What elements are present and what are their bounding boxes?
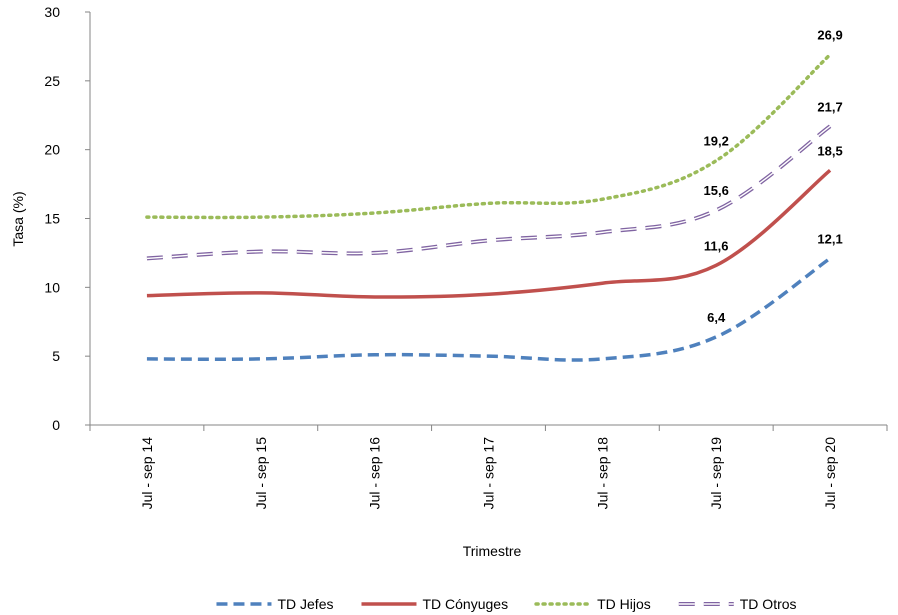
x-tick-label: Jul - sep 18: [594, 437, 610, 510]
y-tick-label: 20: [44, 142, 60, 158]
data-label: 15,6: [704, 183, 729, 198]
x-tick-label: Jul - sep 16: [367, 437, 383, 510]
legend-item: TD Cónyuges: [361, 596, 508, 612]
series-line-td-conyuges: [146, 168, 832, 299]
series-line-td-otros-inner: [146, 125, 831, 260]
data-label: 11,6: [704, 238, 729, 253]
data-label: 19,2: [704, 134, 729, 149]
y-tick-label: 25: [44, 73, 60, 89]
legend-label: TD Hijos: [597, 596, 651, 612]
legend-label: TD Otros: [740, 596, 797, 612]
x-tick-label: Jul - sep 20: [822, 437, 838, 510]
x-axis-title: Trimestre: [463, 543, 522, 559]
y-ticks: 0 5 10 15 20 25 30: [44, 4, 90, 433]
x-tick-label: Jul - sep 17: [481, 437, 497, 510]
legend-item: TD Otros: [678, 596, 797, 612]
data-label: 18,5: [817, 143, 842, 158]
x-tick-label: Jul - sep 14: [139, 437, 155, 510]
data-label: 12,1: [817, 231, 842, 246]
x-tick-label: Jul - sep 19: [708, 437, 724, 510]
data-labels: 6,4 12,1 11,6 18,5 19,2 26,9 15,6 21,7: [704, 28, 843, 325]
y-tick-label: 0: [52, 417, 60, 433]
y-tick-label: 15: [44, 211, 60, 227]
series-line-td-jefes: [146, 256, 832, 362]
legend-item: TD Jefes: [216, 596, 333, 612]
data-label: 6,4: [707, 310, 726, 325]
data-label: 26,9: [817, 28, 842, 43]
y-tick-label: 5: [52, 348, 60, 364]
legend-item: TD Hijos: [534, 596, 651, 612]
x-ticks: Jul - sep 14 Jul - sep 15 Jul - sep 16 Jul …: [89, 425, 888, 510]
x-tick-label: Jul - sep 15: [253, 437, 269, 510]
series-layer: [145, 52, 832, 362]
legend: TD Jefes TD Cónyuges TD Hijos TD Otros: [216, 596, 797, 612]
legend-label: TD Cónyuges: [422, 596, 508, 612]
series-line-td-hijos: [145, 52, 832, 220]
y-tick-label: 30: [44, 4, 60, 20]
y-tick-label: 10: [44, 279, 60, 295]
data-label: 21,7: [817, 99, 842, 114]
y-axis-title: Tasa (%): [10, 191, 26, 246]
legend-label: TD Jefes: [277, 596, 333, 612]
